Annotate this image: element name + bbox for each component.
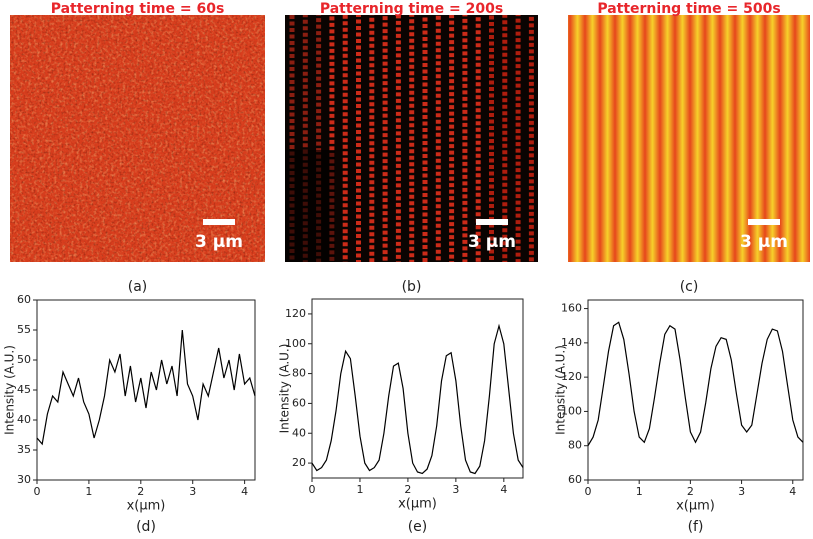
scale-bar-label: 3 μm [468,232,516,252]
images [10,15,810,262]
x-tick-label: 4 [500,483,507,496]
x-tick-label: 4 [241,485,248,498]
plot-frame [36,299,256,481]
scale-bar-label: 3 μm [195,232,243,252]
x-tick-label: 3 [452,483,459,496]
x-axis-label: x(μm) [398,497,437,512]
y-tick-label: 100 [561,404,582,417]
y-tick-label: 80 [568,439,582,452]
x-axis-label: x(μm) [676,499,715,514]
y-tick-label: 30 [17,473,31,486]
y-tick-label: 160 [561,302,582,315]
y-axis-label: Intensity (A.U.) [3,345,17,435]
image-title: Patterning time = 200s [320,1,503,17]
x-tick-label: 0 [309,483,316,496]
y-tick-label: 50 [17,353,31,366]
dark-region [285,150,335,262]
y-tick-label: 60 [568,473,582,486]
y-tick-label: 60 [292,396,306,409]
y-tick-label: 45 [17,383,31,396]
panel-label: (e) [408,519,428,535]
y-axis-label: Intensity (A.U.) [278,344,292,434]
data-line [36,329,256,446]
plot-frame [311,298,524,479]
scale-bar [476,219,508,225]
y-tick-label: 35 [17,443,31,456]
x-tick-label: 3 [738,485,745,498]
y-tick-label: 140 [561,336,582,349]
image-title: Patterning time = 500s [597,1,780,17]
y-tick-label: 60 [17,293,31,306]
y-tick-label: 80 [292,367,306,380]
image-a [10,15,265,262]
x-axis-label: x(μm) [127,499,166,514]
x-tick-label: 1 [636,485,643,498]
x-tick-label: 1 [85,485,92,498]
scale-bar [203,219,235,225]
x-tick-label: 4 [789,485,796,498]
x-tick-label: 2 [687,485,694,498]
image-title: Patterning time = 60s [51,1,225,17]
y-tick-label: 55 [17,323,31,336]
scale-bar-label: 3 μm [740,232,788,252]
panel-label: (d) [136,519,156,535]
x-tick-label: 1 [356,483,363,496]
scale-bar [748,219,780,225]
y-tick-label: 120 [285,307,306,320]
plot-frame [587,299,804,481]
image-b [285,15,538,262]
data-line [311,323,524,475]
y-tick-label: 120 [561,370,582,383]
x-tick-label: 0 [34,485,41,498]
x-tick-label: 2 [404,483,411,496]
y-tick-label: 100 [285,337,306,350]
panel-label: (b) [402,279,422,295]
y-axis-label: Intensity (A.U.) [554,345,568,435]
y-tick-label: 40 [17,413,31,426]
panel-label: (c) [680,279,699,295]
panel-label: (f) [688,519,704,535]
y-tick-label: 40 [292,426,306,439]
panel-label: (a) [128,279,148,295]
x-tick-label: 0 [585,485,592,498]
y-tick-label: 20 [292,456,306,469]
x-tick-label: 3 [189,485,196,498]
x-tick-label: 2 [137,485,144,498]
data-line [587,321,804,447]
